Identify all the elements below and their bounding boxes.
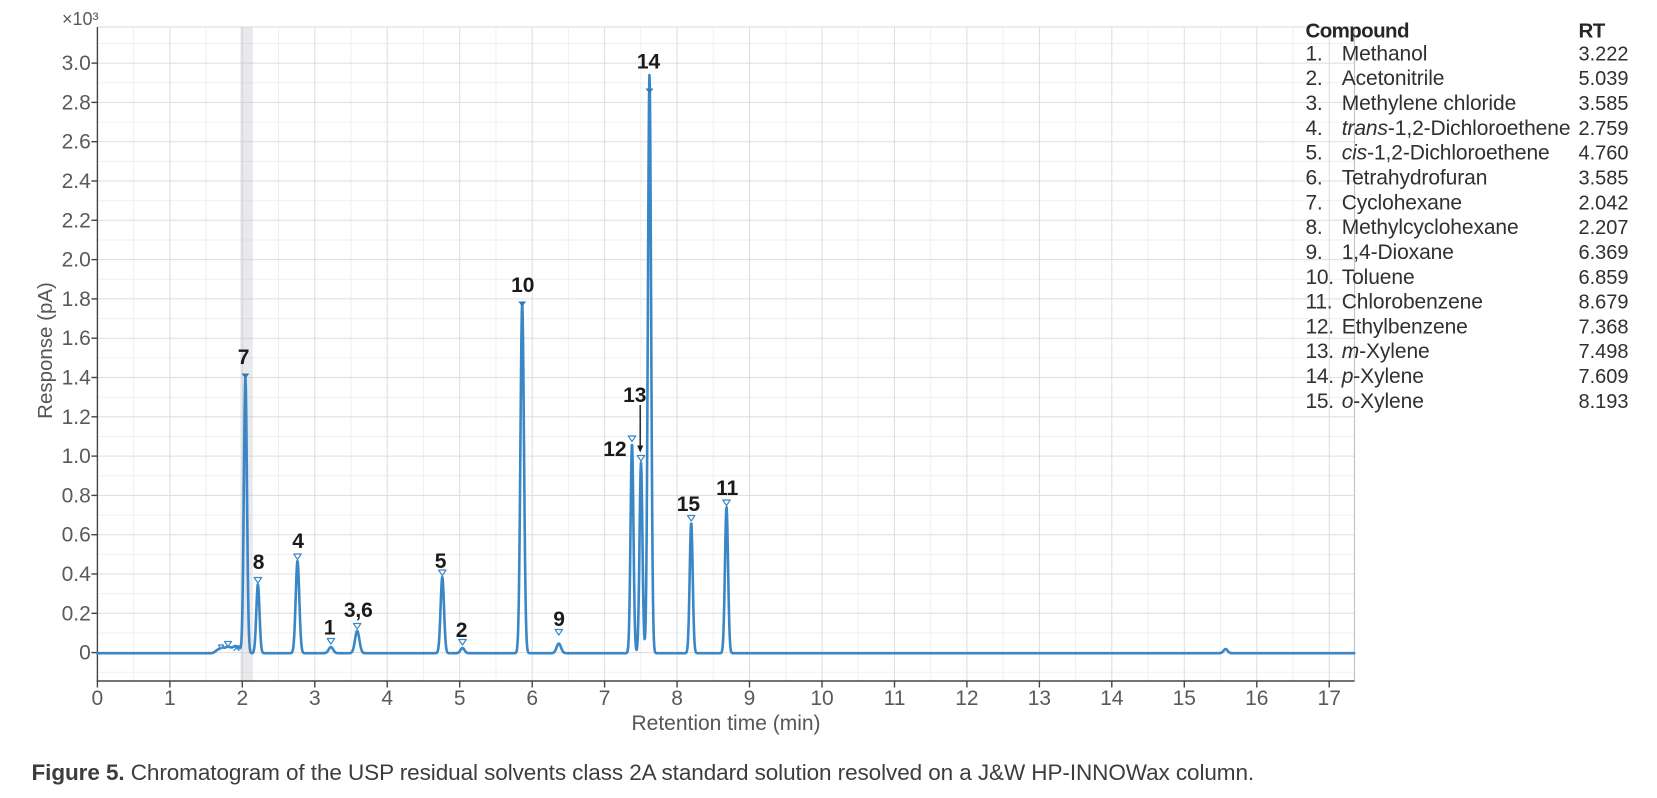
- svg-text:0.6: 0.6: [62, 524, 91, 547]
- svg-text:9: 9: [553, 608, 565, 631]
- svg-text:14: 14: [637, 50, 661, 73]
- svg-text:Methanol: Methanol: [1342, 42, 1428, 65]
- svg-text:6.: 6.: [1306, 167, 1323, 190]
- svg-text:11: 11: [716, 477, 738, 500]
- svg-text:trans-1,2-Dichloroethene: trans-1,2-Dichloroethene: [1342, 117, 1571, 140]
- svg-text:12: 12: [603, 438, 626, 461]
- svg-text:8.193: 8.193: [1579, 391, 1629, 413]
- svg-text:3.: 3.: [1306, 92, 1323, 115]
- svg-text:2.0: 2.0: [62, 249, 91, 272]
- svg-text:8.: 8.: [1306, 216, 1323, 239]
- svg-text:10.: 10.: [1306, 266, 1334, 289]
- svg-text:1.0: 1.0: [62, 445, 91, 468]
- svg-text:1,4-Dioxane: 1,4-Dioxane: [1342, 241, 1454, 264]
- svg-text:6: 6: [526, 687, 538, 710]
- svg-text:0: 0: [79, 642, 91, 665]
- svg-text:2.4: 2.4: [62, 170, 92, 193]
- svg-text:1: 1: [324, 617, 336, 640]
- svg-text:4: 4: [292, 530, 304, 553]
- svg-text:cis-1,2-Dichloroethene: cis-1,2-Dichloroethene: [1342, 142, 1550, 165]
- svg-text:7: 7: [599, 687, 611, 710]
- svg-text:10: 10: [511, 274, 534, 297]
- svg-text:11.: 11.: [1306, 291, 1333, 314]
- svg-text:Cyclohexane: Cyclohexane: [1342, 191, 1462, 214]
- svg-text:5: 5: [454, 687, 466, 710]
- svg-text:2.2: 2.2: [62, 209, 91, 232]
- svg-text:Ethylbenzene: Ethylbenzene: [1342, 315, 1468, 338]
- svg-text:2.207: 2.207: [1579, 217, 1629, 239]
- svg-text:13: 13: [1028, 687, 1051, 710]
- svg-text:1.6: 1.6: [62, 327, 91, 350]
- svg-text:0.2: 0.2: [62, 602, 91, 625]
- svg-text:1.2: 1.2: [62, 406, 91, 429]
- svg-text:6.369: 6.369: [1579, 242, 1629, 264]
- svg-text:2: 2: [456, 619, 468, 642]
- svg-text:8.679: 8.679: [1579, 292, 1629, 314]
- svg-text:0: 0: [92, 687, 104, 710]
- svg-text:Methylcyclohexane: Methylcyclohexane: [1342, 216, 1519, 239]
- svg-text:3.222: 3.222: [1579, 43, 1629, 65]
- svg-text:4.: 4.: [1306, 117, 1323, 140]
- svg-text:15: 15: [1173, 687, 1196, 710]
- svg-text:3.0: 3.0: [62, 52, 91, 75]
- svg-text:17: 17: [1318, 687, 1341, 710]
- svg-text:Tetrahydrofuran: Tetrahydrofuran: [1342, 167, 1488, 190]
- svg-text:m-Xylene: m-Xylene: [1342, 340, 1430, 363]
- svg-text:5: 5: [435, 550, 447, 573]
- svg-text:12: 12: [955, 687, 978, 710]
- svg-text:4.760: 4.760: [1579, 143, 1629, 165]
- svg-text:7.609: 7.609: [1579, 366, 1629, 388]
- svg-text:1: 1: [164, 687, 176, 710]
- svg-text:o-Xylene: o-Xylene: [1342, 390, 1424, 413]
- svg-text:0.8: 0.8: [62, 484, 91, 507]
- svg-text:Toluene: Toluene: [1342, 266, 1415, 289]
- svg-text:3.585: 3.585: [1579, 168, 1629, 190]
- svg-text:6.859: 6.859: [1579, 267, 1629, 289]
- svg-text:15: 15: [677, 493, 701, 516]
- svg-text:RT: RT: [1579, 20, 1606, 43]
- svg-text:2.8: 2.8: [62, 91, 91, 114]
- svg-text:7.498: 7.498: [1579, 341, 1629, 363]
- svg-text:10: 10: [810, 687, 833, 710]
- svg-text:Retention time (min): Retention time (min): [631, 712, 820, 735]
- svg-text:p-Xylene: p-Xylene: [1341, 365, 1424, 388]
- svg-text:2.759: 2.759: [1579, 118, 1629, 140]
- svg-text:×10³: ×10³: [62, 9, 99, 29]
- svg-text:Figure 5. Chromatogram of the: Figure 5. Chromatogram of the USP residu…: [32, 760, 1255, 785]
- svg-text:15.: 15.: [1306, 390, 1334, 413]
- svg-text:11: 11: [884, 687, 906, 710]
- svg-text:Compound: Compound: [1306, 20, 1409, 43]
- svg-text:5.: 5.: [1306, 142, 1323, 165]
- svg-text:16: 16: [1245, 687, 1268, 710]
- svg-text:9: 9: [744, 687, 756, 710]
- svg-text:Acetonitrile: Acetonitrile: [1342, 67, 1445, 90]
- svg-text:14.: 14.: [1306, 365, 1334, 388]
- svg-text:Methylene chloride: Methylene chloride: [1342, 92, 1516, 115]
- svg-text:8: 8: [671, 687, 683, 710]
- svg-text:0.4: 0.4: [62, 563, 92, 586]
- svg-text:12.: 12.: [1306, 315, 1334, 338]
- svg-text:Chlorobenzene: Chlorobenzene: [1342, 291, 1483, 314]
- svg-text:7.368: 7.368: [1579, 316, 1629, 338]
- svg-text:7: 7: [238, 346, 250, 369]
- svg-text:14: 14: [1100, 687, 1124, 710]
- svg-text:2.6: 2.6: [62, 131, 91, 154]
- svg-text:3.585: 3.585: [1579, 93, 1629, 115]
- svg-text:7.: 7.: [1306, 191, 1323, 214]
- svg-text:Response (pA): Response (pA): [34, 282, 57, 419]
- svg-text:13.: 13.: [1306, 340, 1334, 363]
- svg-text:1.: 1.: [1306, 42, 1323, 65]
- svg-text:2.042: 2.042: [1579, 192, 1629, 214]
- svg-text:3,6: 3,6: [344, 599, 373, 622]
- svg-text:1.4: 1.4: [62, 367, 92, 390]
- svg-text:5.039: 5.039: [1579, 68, 1629, 90]
- svg-text:9.: 9.: [1306, 241, 1323, 264]
- svg-text:2.: 2.: [1306, 67, 1323, 90]
- svg-text:4: 4: [381, 687, 393, 710]
- svg-text:2: 2: [236, 687, 248, 710]
- svg-text:8: 8: [253, 551, 265, 574]
- svg-text:3: 3: [309, 687, 321, 710]
- svg-text:1.8: 1.8: [62, 288, 91, 311]
- svg-text:13: 13: [623, 384, 646, 407]
